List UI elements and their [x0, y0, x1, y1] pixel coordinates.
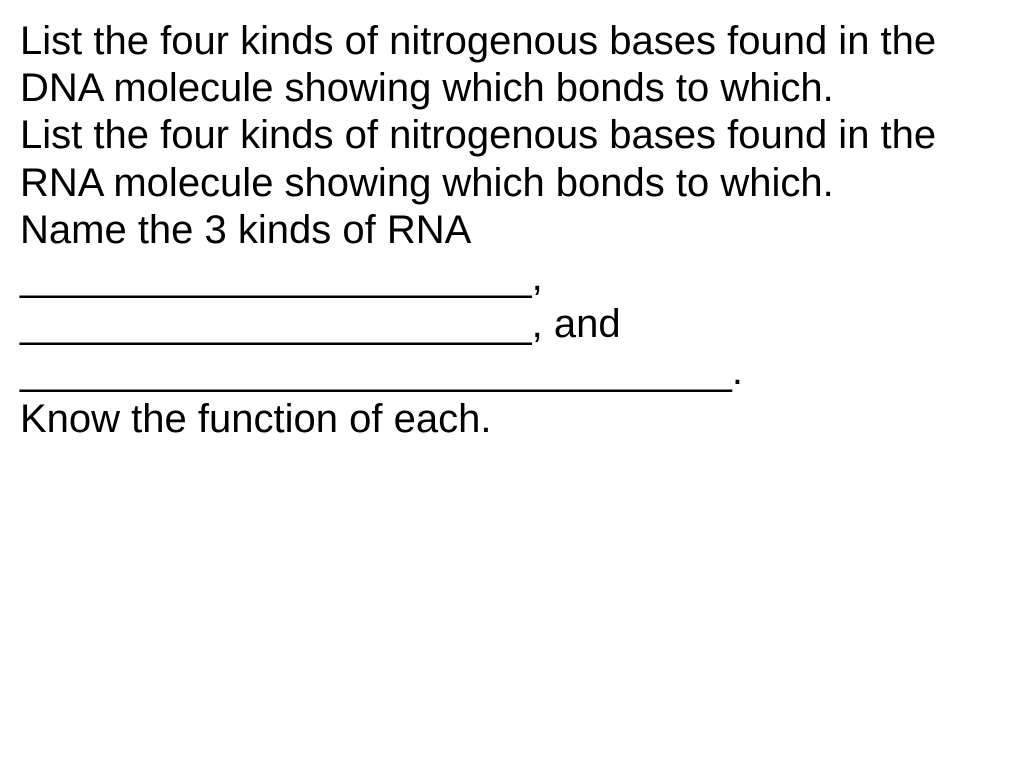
question-1: List the four kinds of nitrogenous bases…: [20, 19, 936, 110]
slide-page: List the four kinds of nitrogenous bases…: [0, 0, 1024, 463]
question-3-blanks: _______________________, _______________…: [20, 255, 743, 393]
question-3-intro: Name the 3 kinds of RNA: [20, 208, 471, 252]
question-2: List the four kinds of nitrogenous bases…: [20, 113, 936, 204]
body-text-block: List the four kinds of nitrogenous bases…: [20, 18, 1004, 443]
question-4: Know the function of each.: [20, 397, 491, 441]
